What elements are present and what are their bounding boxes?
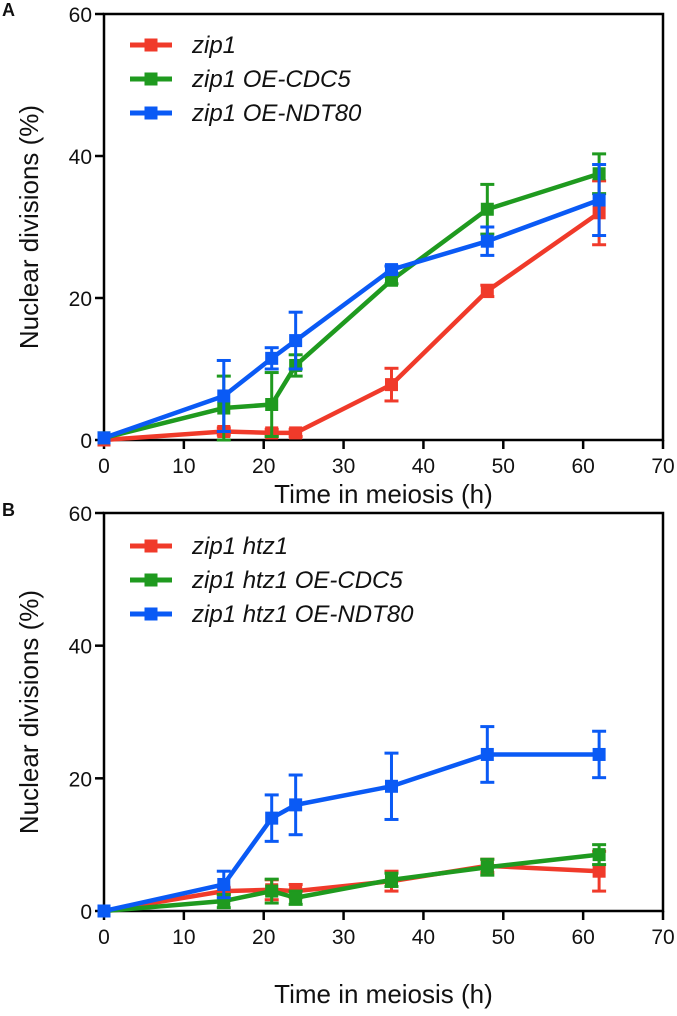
y-tick-label: 60 [69,503,92,526]
data-point [265,398,279,411]
x-tick-label: 60 [571,926,594,949]
series-1 [97,843,607,918]
legend-item: zip1 [130,32,236,59]
x-axis-label: Time in meiosis (h) [274,479,493,509]
legend-marker [144,607,158,621]
series-line [103,171,600,441]
series-line [103,210,601,443]
data-point [592,747,606,761]
series-line [103,852,600,914]
legend-marker [144,38,158,52]
legend-marker [144,72,158,86]
x-tick-label: 30 [332,926,355,949]
data-point [265,811,279,825]
x-tick-label: 70 [651,926,674,949]
x-tick-label: 60 [571,455,594,478]
x-tick-label: 10 [172,926,195,949]
data-point [97,431,111,445]
y-tick-label: 40 [69,146,92,169]
data-point [480,202,494,216]
plot-frame [102,511,665,913]
x-tick-label: 0 [98,926,110,949]
x-axis: 0 10 20 30 40 50 60 70 [98,911,675,949]
data-point [384,873,398,887]
y-tick-label: 20 [69,768,92,791]
data-point [592,864,606,878]
panel-label: B [2,500,15,520]
data-point [480,234,494,248]
data-point [289,334,303,348]
x-tick-label: 20 [252,926,275,949]
y-tick-label: 40 [69,636,92,659]
legend-marker [144,106,158,120]
data-point [384,263,398,277]
legend-label: zip1 OE-CDC5 [191,66,351,93]
legend-label: zip1 OE-NDT80 [191,100,362,127]
y-tick-label: 0 [80,901,92,924]
x-tick-label: 10 [172,455,195,478]
x-tick-label: 50 [492,926,515,949]
series-2 [97,163,607,445]
legend-item: zip1 OE-NDT80 [130,100,362,127]
legend-item: zip1 htz1 OE-CDC5 [130,567,403,594]
x-tick-label: 40 [412,455,435,478]
data-point [384,378,398,392]
data-point [480,284,494,298]
x-tick-label: 30 [332,455,355,478]
data-point [265,884,279,898]
y-axis: 0 20 40 60 [69,4,104,453]
legend-item: zip1 htz1 [130,533,288,560]
y-axis: 0 20 40 60 [69,503,104,924]
data-point [265,351,279,365]
panel-label: A [2,0,15,20]
legend-item: zip1 OE-CDC5 [130,66,351,93]
data-point [289,798,303,812]
data-point [289,426,303,440]
data-point [480,747,494,761]
series-line [103,197,600,440]
y-tick-label: 60 [69,4,92,27]
x-axis-label: Time in meiosis (h) [274,979,493,1009]
data-point [217,389,231,403]
panel-a: A 0 10 20 30 40 50 60 70 0 20 40 60 Time in meiosis (… [2,0,675,509]
y-axis-label: Nuclear divisions (%) [14,105,44,349]
y-axis-label: Nuclear divisions (%) [14,590,44,834]
data-point [97,904,111,918]
legend-marker [144,539,158,553]
y-tick-label: 0 [80,430,92,453]
legend-item: zip1 htz1 OE-NDT80 [130,601,414,628]
legend-label: zip1 htz1 OE-NDT80 [191,601,414,628]
x-tick-label: 20 [252,455,275,478]
x-tick-label: 50 [492,455,515,478]
data-point [480,860,494,874]
x-tick-label: 70 [651,455,674,478]
data-point [217,877,231,891]
panel-b: B 0 10 20 30 40 50 60 70 0 20 40 60 Time in meiosis (… [2,500,675,1009]
data-point [289,891,303,905]
data-point [384,273,398,287]
data-point [592,848,606,862]
legend-marker [144,573,158,587]
legend-label: zip1 [191,32,236,59]
legend-label: zip1 htz1 [191,533,288,560]
data-point [384,779,398,793]
data-point [592,193,606,207]
x-axis: 0 10 20 30 40 50 60 70 [98,440,675,478]
plot-frame [102,12,665,442]
x-tick-label: 40 [412,926,435,949]
x-tick-label: 0 [98,455,110,478]
series-2 [97,725,607,918]
y-tick-label: 20 [69,288,92,311]
legend-label: zip1 htz1 OE-CDC5 [191,567,403,594]
